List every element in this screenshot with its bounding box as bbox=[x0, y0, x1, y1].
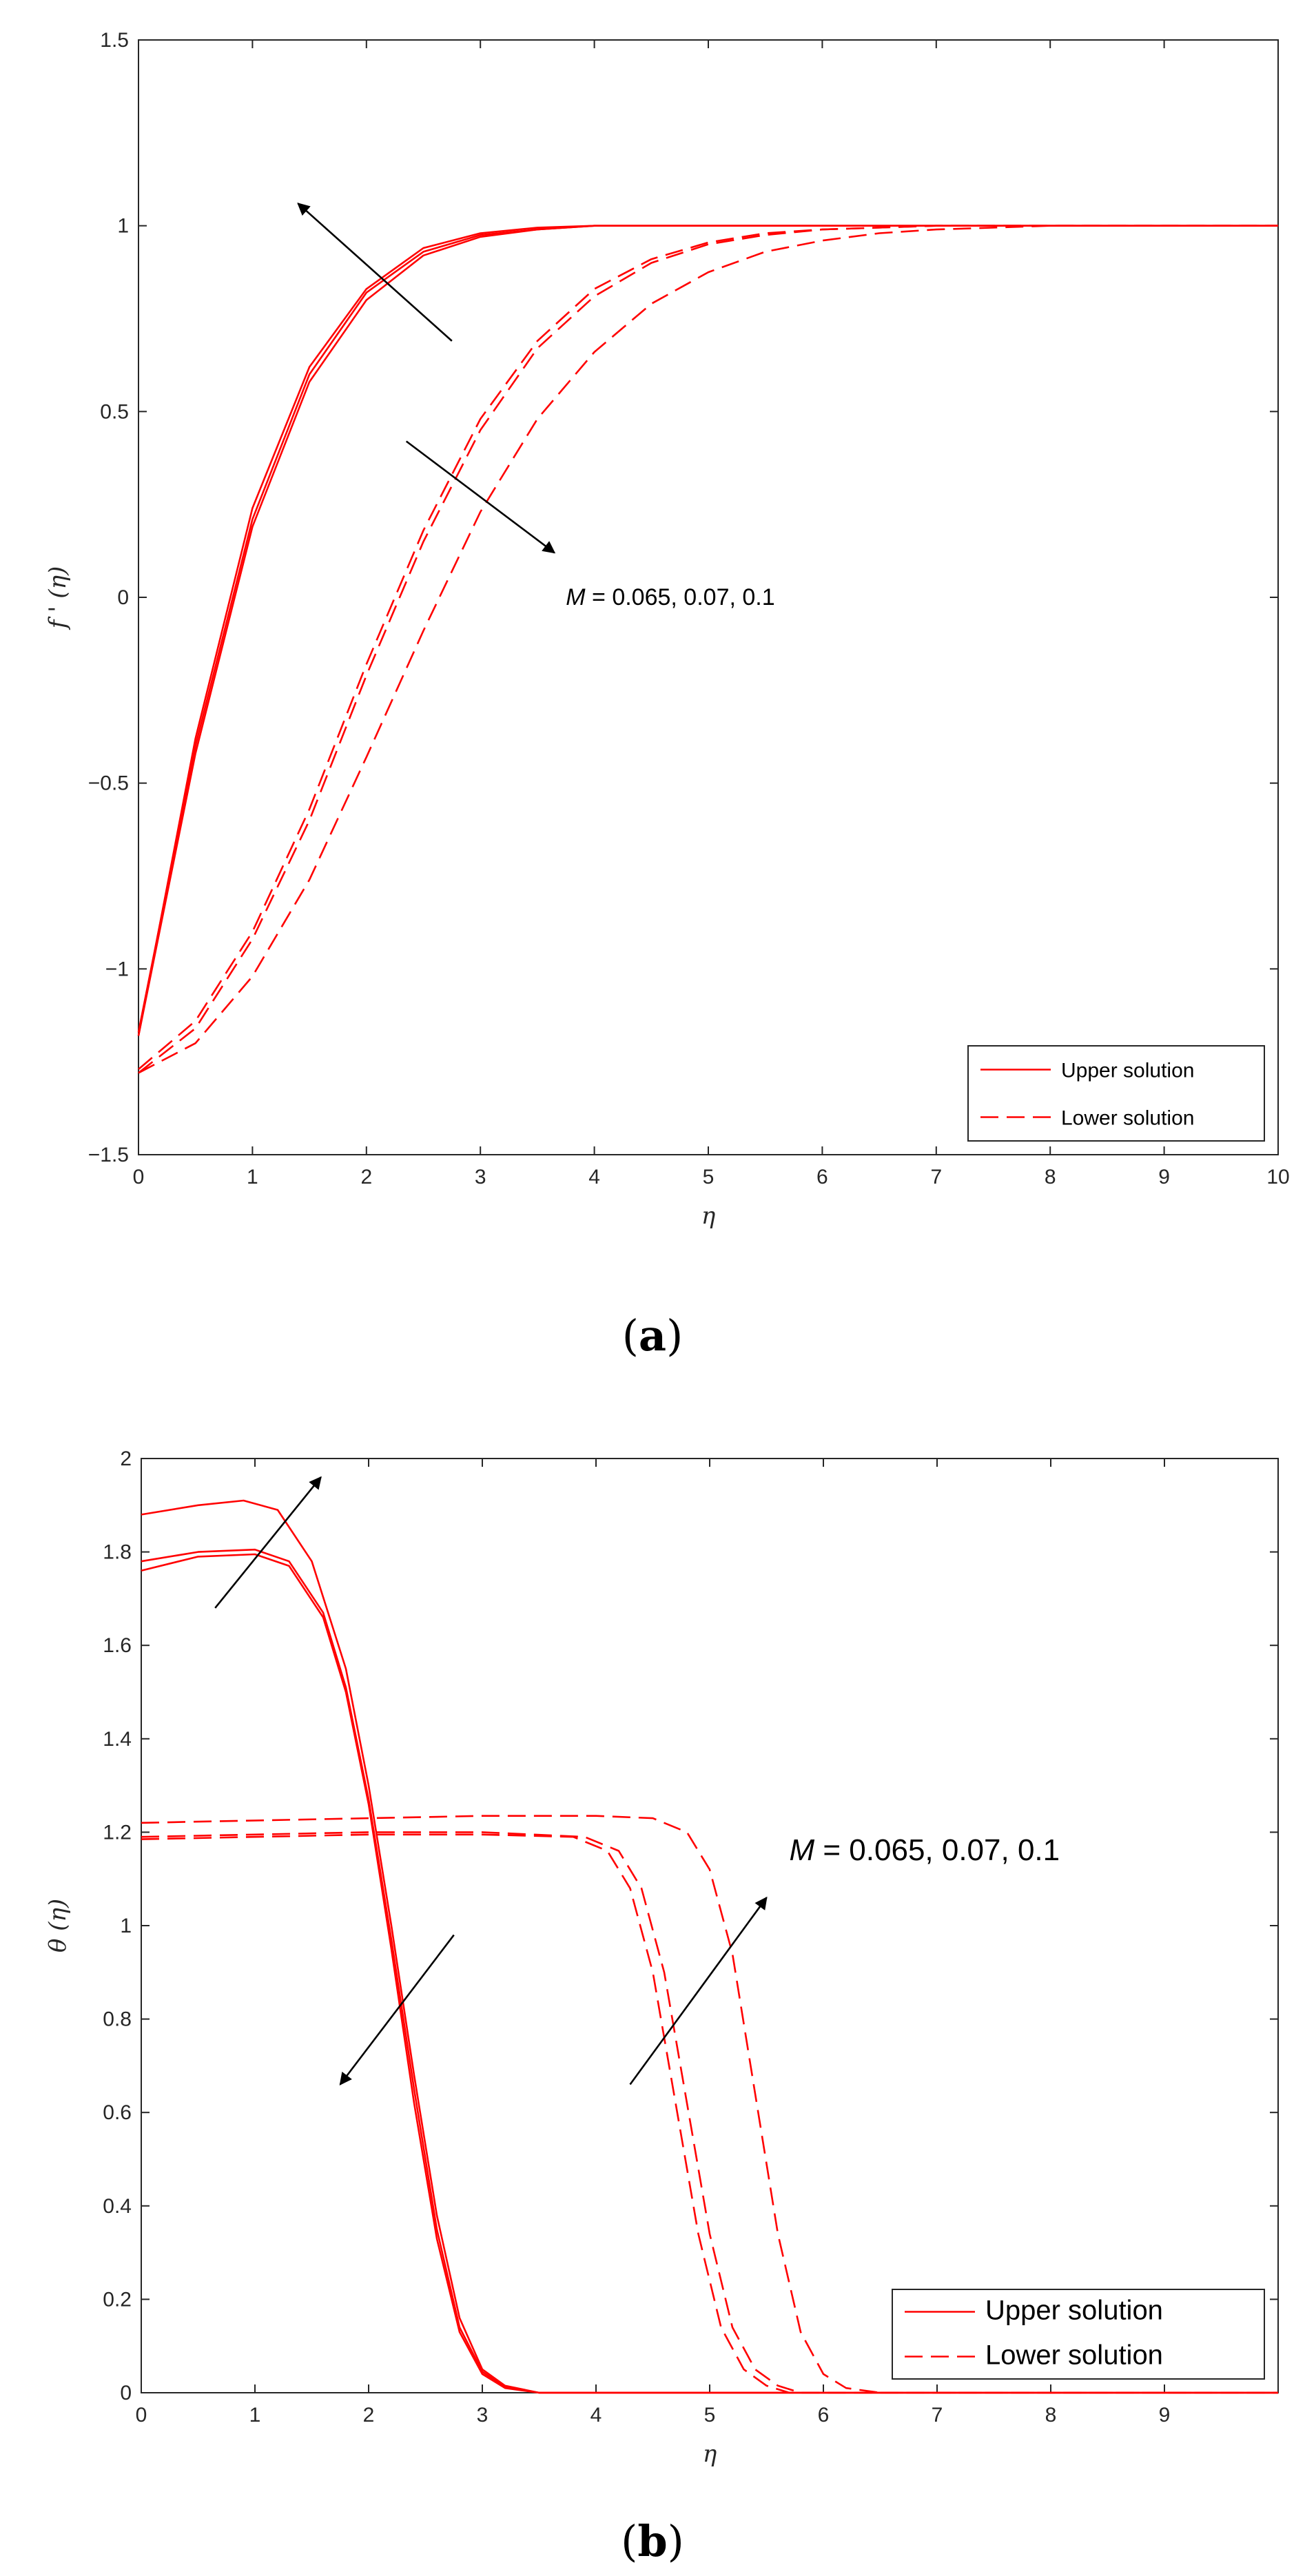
x-tick-label: 7 bbox=[932, 2404, 943, 2426]
y-tick-label: 1 bbox=[120, 1915, 132, 1937]
legend: Upper solution Lower solution bbox=[892, 2289, 1265, 2380]
x-tick-label: 8 bbox=[1045, 1166, 1056, 1188]
x-tick-label: 4 bbox=[590, 2404, 602, 2426]
y-tick-label: 1.4 bbox=[103, 1728, 132, 1751]
y-tick-label: 0.5 bbox=[100, 400, 129, 423]
trend-arrow-2 bbox=[629, 1896, 768, 2085]
y-tick-label: 0.4 bbox=[103, 2195, 132, 2218]
y-tick-label: 0 bbox=[117, 586, 129, 609]
x-tick-label: 5 bbox=[704, 2404, 716, 2426]
series-line-lower-5 bbox=[138, 225, 1278, 1074]
y-tick-label: −1 bbox=[105, 958, 129, 980]
parameter-annotation: M = 0.065, 0.07, 0.1 bbox=[566, 584, 774, 610]
caption-a: (a) bbox=[622, 1310, 684, 1361]
series-line-lower-4 bbox=[138, 225, 1278, 1074]
trend-arrow-1 bbox=[339, 1934, 455, 2085]
series-line-lower-5 bbox=[141, 1815, 1278, 2394]
y-axis-label: θ (η) bbox=[44, 1899, 72, 1952]
y-tick-label: 1.6 bbox=[103, 1634, 132, 1657]
y-tick-label: 1.2 bbox=[103, 1821, 132, 1844]
x-tick-label: 1 bbox=[247, 1166, 258, 1188]
legend-label-upper: Upper solution bbox=[1061, 1060, 1194, 1082]
annotation-symbol: M bbox=[790, 1833, 815, 1867]
y-axis-label: f ' (η) bbox=[44, 566, 72, 630]
y-tick-label: 1.8 bbox=[103, 1541, 132, 1564]
trend-arrow-0 bbox=[214, 1476, 322, 1609]
series-line-lower-4 bbox=[141, 1831, 1278, 2394]
annotation-values: = 0.065, 0.07, 0.1 bbox=[586, 584, 775, 610]
annotation-symbol: M bbox=[566, 584, 586, 610]
x-tick-label: 9 bbox=[1158, 1166, 1170, 1188]
series-line-upper-2 bbox=[137, 225, 1278, 1033]
x-axis-label: η bbox=[703, 2440, 717, 2468]
trend-arrow-0 bbox=[297, 203, 453, 342]
legend-label-lower: Lower solution bbox=[985, 2340, 1163, 2371]
x-tick-label: 6 bbox=[818, 2404, 830, 2426]
y-tick-label: 0 bbox=[120, 2382, 132, 2404]
legend-label-lower: Lower solution bbox=[1061, 1107, 1194, 1130]
x-tick-label: 7 bbox=[930, 1166, 942, 1188]
y-tick-label: 2 bbox=[120, 1447, 132, 1470]
x-tick-label: 6 bbox=[816, 1166, 828, 1188]
y-tick-label: −1.5 bbox=[88, 1144, 129, 1166]
y-tick-label: −0.5 bbox=[88, 772, 129, 795]
x-tick-label: 9 bbox=[1159, 2404, 1171, 2426]
y-tick-label: 0.2 bbox=[103, 2288, 132, 2311]
x-tick-label: 2 bbox=[363, 2404, 375, 2426]
caption-b: (b) bbox=[621, 2516, 684, 2566]
x-tick-label: 0 bbox=[136, 2404, 147, 2426]
legend: Upper solution Lower solution bbox=[967, 1045, 1265, 1142]
x-axis-label: η bbox=[701, 1202, 716, 1230]
legend-box bbox=[892, 2289, 1265, 2380]
trend-arrow-1 bbox=[405, 440, 556, 554]
x-tick-label: 4 bbox=[588, 1166, 600, 1188]
y-tick-label: 0.6 bbox=[103, 2101, 132, 2124]
annotation-values: = 0.065, 0.07, 0.1 bbox=[814, 1833, 1060, 1867]
series-line-upper-2 bbox=[141, 1499, 1278, 2394]
legend-box bbox=[967, 1045, 1265, 1142]
x-tick-label: 0 bbox=[133, 1166, 145, 1188]
parameter-annotation: M = 0.065, 0.07, 0.1 bbox=[790, 1833, 1060, 1867]
panel-b: 0 1 2 3 4 5 6 7 8 9 0 0.2 0.4 0.6 0.8 1 1.2 1.4 1.6 1.8 2 η θ … bbox=[44, 1447, 1279, 2468]
legend-label-upper: Upper solution bbox=[985, 2296, 1163, 2326]
x-tick-label: 3 bbox=[475, 1166, 486, 1188]
x-tick-label: 1 bbox=[249, 2404, 261, 2426]
y-tick-label: 0.8 bbox=[103, 2008, 132, 2031]
x-tick-label: 10 bbox=[1266, 1166, 1289, 1188]
panel-a: 0 1 2 3 4 5 6 7 8 9 10 −1.5 −1 −0.5 0 0.5 1 1.5 η f ' (η) M … bbox=[44, 29, 1290, 1230]
x-tick-label: 3 bbox=[477, 2404, 489, 2426]
x-tick-label: 5 bbox=[703, 1166, 715, 1188]
x-tick-label: 8 bbox=[1045, 2404, 1057, 2426]
y-tick-label: 1.5 bbox=[100, 29, 129, 52]
y-tick-label: 1 bbox=[117, 215, 129, 238]
x-tick-label: 2 bbox=[360, 1166, 372, 1188]
